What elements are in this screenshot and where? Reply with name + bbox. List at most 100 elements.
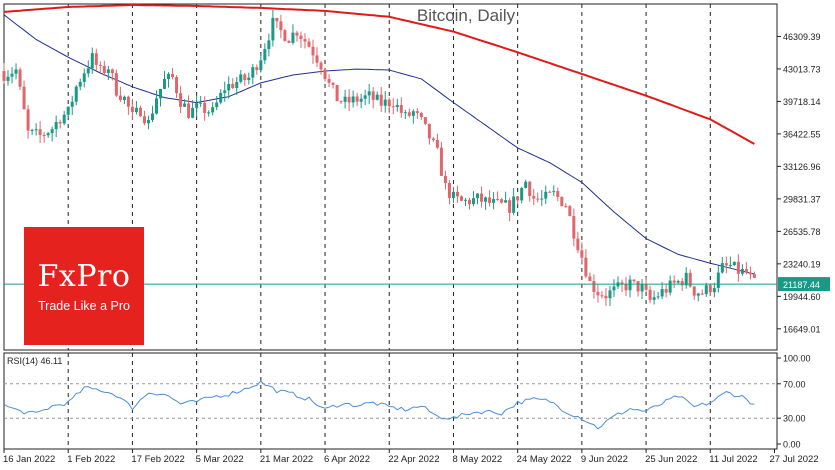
candle-body	[367, 91, 371, 96]
bearish-candle	[179, 86, 183, 113]
bullish-candle	[504, 191, 508, 204]
candle-body	[347, 96, 351, 103]
candle-body	[271, 17, 275, 41]
price-tick-label: 16649.01	[783, 324, 821, 334]
candle-body	[516, 196, 520, 201]
candle-body	[146, 119, 150, 124]
bullish-candle	[628, 275, 632, 298]
bullish-candle	[191, 99, 195, 119]
candle-body	[576, 238, 580, 251]
candle-body	[207, 112, 211, 114]
bullish-candle	[696, 292, 700, 302]
candle-body	[126, 96, 130, 107]
bearish-candle	[18, 67, 22, 91]
candle-body	[423, 117, 427, 124]
candle-body	[263, 49, 267, 61]
candle-body	[560, 196, 564, 207]
bearish-candle	[435, 133, 439, 150]
candle-body	[171, 73, 175, 78]
bearish-candle	[319, 60, 323, 75]
bullish-candle	[195, 95, 199, 117]
candle-body	[512, 196, 516, 213]
bullish-candle	[54, 115, 58, 137]
bearish-candle	[468, 197, 472, 210]
bearish-candle	[387, 97, 391, 114]
price-tick-label: 23240.19	[783, 259, 821, 269]
candle-body	[30, 129, 34, 131]
bearish-candle	[516, 196, 520, 205]
bullish-candle	[6, 70, 10, 86]
candle-body	[740, 269, 744, 274]
bullish-candle	[223, 81, 227, 102]
candle-body	[500, 199, 504, 203]
rsi-tick-label: 70.00	[783, 379, 806, 389]
bullish-candle	[740, 264, 744, 276]
bullish-candle	[732, 261, 736, 267]
candle-body	[640, 284, 644, 292]
price-tick-label: 39718.14	[783, 97, 821, 107]
bearish-candle	[423, 117, 427, 126]
candle-body	[552, 191, 556, 193]
bearish-candle	[748, 266, 752, 280]
bullish-candle	[552, 185, 556, 196]
bullish-candle	[50, 126, 54, 142]
bullish-candle	[540, 190, 544, 206]
bullish-candle	[616, 276, 620, 289]
bearish-candle	[187, 95, 191, 119]
candle-body	[728, 265, 732, 267]
bearish-candle	[588, 272, 592, 282]
bullish-candle	[183, 99, 187, 108]
candle-body	[696, 293, 700, 296]
candle-body	[668, 280, 672, 293]
candle-body	[383, 99, 387, 106]
bullish-candle	[247, 72, 251, 85]
bearish-candle	[632, 279, 636, 284]
bearish-candle	[335, 84, 339, 102]
candle-body	[50, 129, 54, 134]
bullish-candle	[608, 285, 612, 306]
candle-body	[712, 288, 716, 293]
candle-body	[604, 295, 608, 299]
bullish-candle	[122, 95, 126, 105]
candle-body	[463, 199, 467, 201]
candle-body	[371, 91, 375, 100]
price-tick-label: 33126.96	[783, 162, 821, 172]
bullish-candle	[512, 188, 516, 216]
candle-body	[447, 183, 451, 198]
bullish-candle	[704, 282, 708, 297]
rsi-tick-label: 30.00	[783, 414, 806, 424]
bullish-candle	[403, 109, 407, 119]
bullish-candle	[259, 53, 263, 73]
price-tick-label: 19944.60	[783, 292, 821, 302]
candle-body	[660, 289, 664, 297]
bearish-candle	[295, 30, 299, 42]
bullish-candle	[684, 267, 688, 289]
bearish-candle	[331, 82, 335, 89]
candle-body	[692, 286, 696, 296]
candle-body	[419, 112, 423, 118]
ma-long-line	[3, 4, 755, 145]
date-tick-label: 17 Feb 2022	[131, 454, 184, 465]
candle-body	[612, 286, 616, 291]
candle-body	[459, 196, 463, 201]
ma-medium-layer	[3, 14, 755, 275]
candle-body	[564, 206, 568, 208]
candle-body	[86, 68, 90, 74]
bullish-candle	[343, 89, 347, 109]
bullish-candle	[219, 89, 223, 105]
candle-body	[159, 88, 163, 99]
candle-body	[544, 191, 548, 199]
price-tick-label: 43013.73	[783, 64, 821, 74]
candle-body	[74, 86, 78, 102]
bearish-candle	[339, 100, 343, 104]
candle-body	[415, 111, 419, 113]
bearish-candle	[427, 123, 431, 145]
candle-body	[167, 73, 171, 79]
date-tick-label: 16 Jan 2022	[3, 454, 55, 465]
bullish-candle	[199, 95, 203, 107]
candle-body	[231, 83, 235, 88]
bearish-candle	[560, 196, 564, 207]
bearish-candle	[231, 78, 235, 90]
candle-body	[46, 133, 50, 136]
price-tick-label: 46309.39	[783, 32, 821, 42]
